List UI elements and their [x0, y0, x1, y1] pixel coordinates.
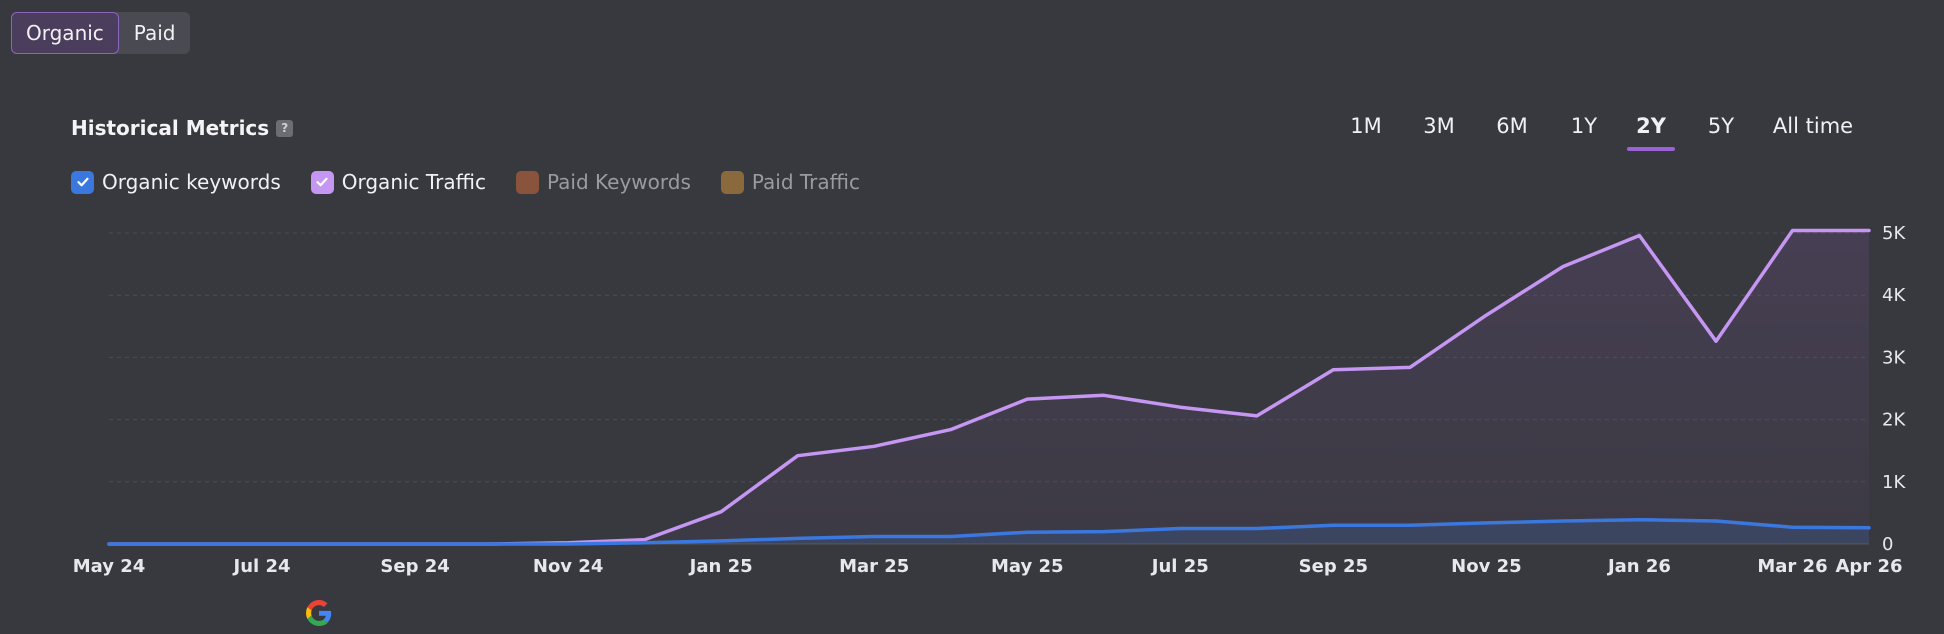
- paid-toggle-button[interactable]: Paid: [133, 21, 176, 45]
- x-tick-label: May 25: [991, 556, 1064, 577]
- x-tick-label: Nov 25: [1451, 556, 1521, 577]
- x-tick-label: Jul 25: [1150, 556, 1209, 577]
- range-tab-5y[interactable]: 5Y: [1707, 114, 1735, 138]
- chart-legend: Organic keywords Organic Traffic Paid Keyw…: [71, 170, 860, 194]
- x-tick-label: Jan 26: [1606, 556, 1671, 577]
- range-tab-6m[interactable]: 6M: [1496, 114, 1528, 138]
- check-icon: [316, 177, 328, 187]
- x-tick-label: Jan 25: [688, 556, 753, 577]
- organic-keywords-checkbox[interactable]: [71, 170, 94, 194]
- y-tick-label: 5K: [1882, 223, 1906, 244]
- range-tab-1m[interactable]: 1M: [1350, 114, 1382, 138]
- historical-metrics-heading: Historical Metrics ?: [71, 116, 294, 140]
- y-tick-label: 1K: [1882, 472, 1906, 493]
- x-tick-label: May 24: [73, 556, 146, 577]
- legend-paid-traffic[interactable]: Paid Traffic: [720, 170, 860, 194]
- chart-areas: [109, 230, 1869, 544]
- range-tab-1y[interactable]: 1Y: [1570, 114, 1598, 138]
- active-range-underline: [1627, 147, 1675, 151]
- range-tab-all-time[interactable]: All time: [1772, 114, 1854, 138]
- paid-keywords-checkbox[interactable]: [516, 170, 539, 194]
- organic-toggle-button[interactable]: Organic: [11, 12, 119, 54]
- y-tick-label: 0: [1882, 534, 1893, 555]
- y-tick-label: 4K: [1882, 285, 1906, 306]
- time-range-tabs: 1M 3M 6M 1Y 2Y 5Y All time: [0, 114, 1944, 154]
- x-tick-label: Sep 24: [380, 556, 449, 577]
- paid-keywords-label: Paid Keywords: [547, 170, 691, 194]
- y-tick-label: 3K: [1882, 347, 1906, 368]
- x-tick-label: Apr 26: [1835, 556, 1902, 577]
- organic-traffic-label: Organic Traffic: [341, 170, 486, 194]
- google-icon[interactable]: [306, 600, 332, 630]
- x-axis-ticks: May 24 Jul 24 Sep 24 Nov 24 Jan 25 Mar 25 May …: [73, 556, 1903, 577]
- help-icon[interactable]: ?: [276, 119, 294, 137]
- x-tick-label: Jul 24: [232, 556, 291, 577]
- x-tick-label: Nov 24: [533, 556, 603, 577]
- y-tick-label: 2K: [1882, 410, 1906, 431]
- legend-organic-keywords[interactable]: Organic keywords: [71, 170, 281, 194]
- paid-traffic-checkbox[interactable]: [720, 170, 744, 194]
- y-axis-ticks: 0 1K 2K 3K 4K 5K: [1882, 223, 1906, 555]
- paid-traffic-label: Paid Traffic: [751, 170, 860, 194]
- x-tick-label: Mar 25: [839, 556, 909, 577]
- organic-keywords-label: Organic keywords: [102, 170, 281, 194]
- organic-keywords-line: [107, 517, 1871, 546]
- historical-metrics-title: Historical Metrics: [71, 116, 270, 140]
- legend-paid-keywords[interactable]: Paid Keywords: [516, 170, 691, 194]
- check-icon: [76, 177, 89, 187]
- x-tick-label: Mar 26: [1757, 556, 1827, 577]
- range-tab-3m[interactable]: 3M: [1423, 114, 1455, 138]
- range-tab-2y[interactable]: 2Y: [1636, 114, 1666, 138]
- chart-lines: [107, 228, 1871, 546]
- x-tick-label: Sep 25: [1299, 556, 1368, 577]
- organic-traffic-area: [109, 230, 1869, 544]
- legend-organic-traffic[interactable]: Organic Traffic: [310, 170, 486, 194]
- organic-paid-toggle: Organic Paid: [11, 12, 191, 54]
- organic-traffic-checkbox[interactable]: [310, 170, 334, 194]
